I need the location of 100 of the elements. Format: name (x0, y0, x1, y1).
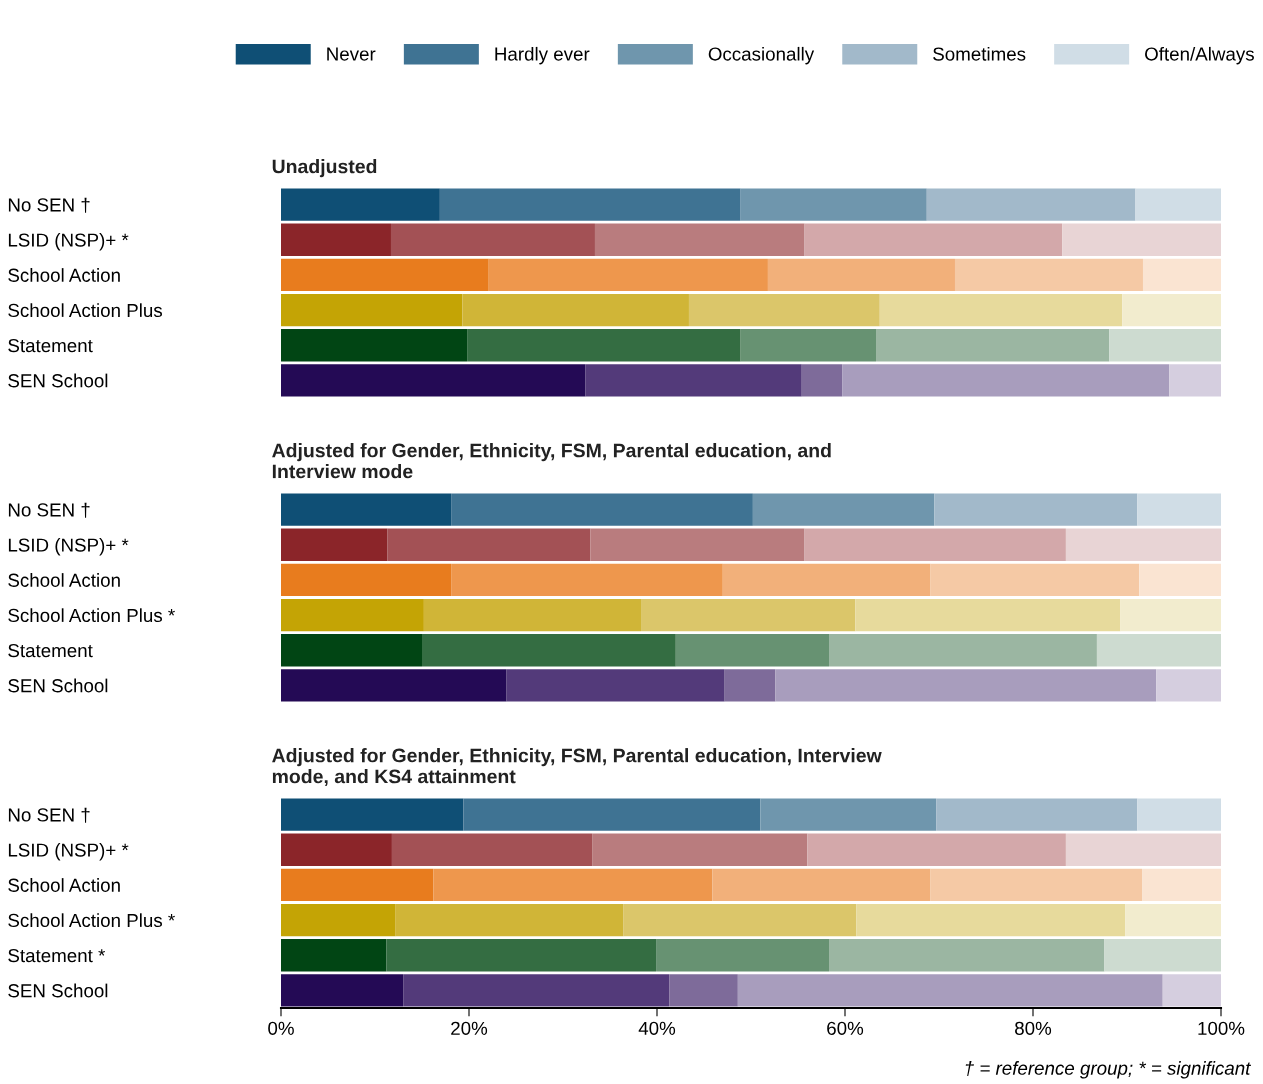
bar (281, 258, 489, 292)
x-tick-label: 100% (1198, 1021, 1245, 1035)
bar (712, 868, 931, 902)
bar (590, 528, 805, 561)
bar (422, 634, 676, 667)
bar (281, 563, 452, 597)
x-tick-label: 20% (451, 1021, 488, 1035)
bar (842, 364, 1170, 397)
bar (804, 223, 1063, 256)
y-tick-label: LSID (NSP)+ * (8, 842, 129, 861)
bar (934, 493, 1138, 526)
bar (1109, 329, 1221, 362)
x-tick-label: 80% (1015, 1021, 1052, 1035)
bar (281, 669, 507, 702)
bar (926, 188, 1136, 221)
y-tick-label: SEN School (8, 373, 108, 388)
bar (1125, 903, 1221, 937)
y-tick-label: School Action Plus (8, 303, 163, 318)
bar (281, 188, 440, 221)
bar (936, 798, 1138, 831)
bar (403, 974, 670, 1007)
bar (281, 634, 422, 667)
bar (281, 939, 387, 972)
bar (1142, 868, 1221, 902)
bar (1104, 939, 1221, 972)
x-tick-label: 60% (827, 1021, 864, 1035)
bar (594, 223, 805, 256)
bar (281, 364, 586, 397)
bar (1065, 528, 1221, 561)
bar (675, 634, 830, 667)
bar (387, 528, 591, 561)
bar (439, 188, 741, 221)
bar (954, 258, 1143, 292)
bar (390, 223, 595, 256)
bar (281, 903, 396, 937)
y-tick-label: School Action Plus * (8, 913, 175, 928)
bar (395, 903, 624, 937)
bar (462, 293, 689, 327)
bar (281, 974, 404, 1007)
bar (1162, 974, 1221, 1007)
y-tick-label: No SEN † (8, 807, 90, 823)
bar (855, 598, 1121, 632)
bar (506, 669, 725, 702)
bar (386, 939, 657, 972)
y-tick-label: SEN School (8, 678, 108, 693)
legend-label: Never (327, 47, 376, 61)
y-tick-label: No SEN † (8, 502, 90, 518)
y-tick-label: School Action (8, 573, 120, 587)
bar (724, 669, 776, 702)
bar (451, 493, 753, 526)
bar (688, 293, 880, 327)
bar (740, 188, 927, 221)
bar (391, 833, 593, 866)
y-tick-label: Statement (8, 643, 93, 658)
bar (1120, 598, 1221, 632)
bar (281, 223, 391, 256)
bar (669, 974, 738, 1007)
bar (1137, 798, 1221, 831)
bar (767, 258, 955, 292)
bar (592, 833, 808, 866)
y-tick-label: School Action (8, 268, 120, 282)
y-tick-label: Statement (8, 338, 93, 353)
text: † = reference group; * = significant (965, 1061, 1252, 1079)
chart-title: Unadjusted (272, 159, 377, 178)
bar (737, 974, 1163, 1007)
bar (1062, 223, 1221, 256)
bar (1096, 634, 1221, 667)
bar (775, 669, 1157, 702)
bar (1169, 364, 1221, 397)
bar (829, 939, 1105, 972)
y-tick-label: School Action Plus * (8, 608, 175, 623)
bar (281, 528, 388, 561)
bar (879, 293, 1123, 327)
y-tick-label: SEN School (8, 983, 108, 998)
bar (760, 798, 937, 831)
legend-label: Occasionally (708, 46, 815, 65)
y-tick-label: No SEN † (8, 197, 90, 213)
bar (722, 563, 931, 597)
y-tick-label: Statement * (8, 948, 106, 963)
bar (451, 563, 723, 597)
bar (1122, 293, 1221, 327)
bar (281, 833, 392, 866)
bar (1139, 563, 1221, 597)
bar (281, 868, 434, 902)
bar (1142, 258, 1221, 292)
x-tick-label: 40% (638, 1021, 676, 1035)
bar (801, 364, 843, 397)
bar (807, 833, 1066, 866)
bar (281, 493, 452, 526)
bar (488, 258, 768, 292)
bar (930, 563, 1140, 597)
bar (467, 329, 741, 362)
bar (876, 329, 1110, 362)
bar (752, 493, 935, 526)
bar (1135, 188, 1221, 221)
bar (740, 329, 877, 362)
bar (463, 798, 761, 831)
bar (1137, 493, 1221, 526)
bar (829, 634, 1097, 667)
legend-label: Hardly ever (495, 46, 590, 65)
